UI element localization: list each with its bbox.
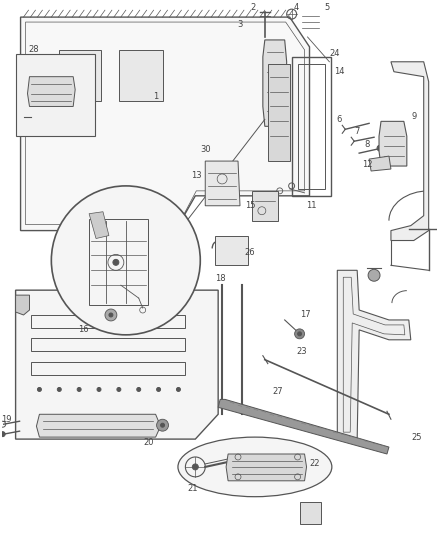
Polygon shape bbox=[28, 77, 75, 107]
Text: 6: 6 bbox=[337, 115, 342, 124]
Text: 5: 5 bbox=[325, 3, 330, 12]
Circle shape bbox=[97, 387, 101, 391]
Circle shape bbox=[297, 332, 302, 336]
Text: 19: 19 bbox=[1, 415, 12, 424]
Text: 23: 23 bbox=[296, 347, 307, 356]
Text: 1: 1 bbox=[153, 92, 158, 101]
Text: 20: 20 bbox=[143, 438, 154, 447]
Polygon shape bbox=[391, 62, 429, 240]
Polygon shape bbox=[36, 414, 161, 437]
Text: 28: 28 bbox=[28, 45, 39, 54]
Text: 2: 2 bbox=[250, 3, 255, 12]
Polygon shape bbox=[226, 454, 307, 481]
Circle shape bbox=[368, 269, 380, 281]
Polygon shape bbox=[379, 122, 407, 166]
Circle shape bbox=[157, 419, 169, 431]
Text: 25: 25 bbox=[412, 433, 422, 442]
Polygon shape bbox=[252, 191, 278, 221]
Polygon shape bbox=[369, 156, 391, 171]
Text: 17: 17 bbox=[300, 311, 311, 319]
Circle shape bbox=[113, 260, 119, 265]
Circle shape bbox=[57, 387, 61, 391]
Text: 24: 24 bbox=[329, 50, 339, 58]
Circle shape bbox=[77, 387, 81, 391]
Circle shape bbox=[157, 387, 161, 391]
Text: 26: 26 bbox=[244, 248, 255, 257]
Text: 12: 12 bbox=[362, 159, 372, 168]
Text: 18: 18 bbox=[215, 274, 226, 282]
Text: 16: 16 bbox=[78, 325, 88, 334]
Text: 11: 11 bbox=[306, 201, 317, 210]
Polygon shape bbox=[300, 502, 321, 523]
Text: 21: 21 bbox=[187, 484, 198, 493]
Polygon shape bbox=[16, 295, 29, 315]
Circle shape bbox=[54, 129, 59, 134]
Text: 9: 9 bbox=[411, 112, 417, 121]
Text: 14: 14 bbox=[334, 67, 345, 76]
Ellipse shape bbox=[178, 437, 332, 497]
Text: 15: 15 bbox=[245, 201, 255, 210]
Text: 4: 4 bbox=[294, 3, 299, 12]
Circle shape bbox=[117, 387, 121, 391]
Polygon shape bbox=[215, 236, 248, 265]
Circle shape bbox=[105, 309, 117, 321]
Circle shape bbox=[161, 423, 165, 427]
Polygon shape bbox=[205, 161, 240, 206]
Polygon shape bbox=[21, 17, 310, 231]
Circle shape bbox=[295, 329, 304, 339]
Polygon shape bbox=[218, 399, 389, 454]
Polygon shape bbox=[89, 212, 109, 239]
Polygon shape bbox=[119, 50, 162, 101]
Circle shape bbox=[137, 387, 141, 391]
Circle shape bbox=[377, 145, 383, 151]
Text: 13: 13 bbox=[191, 172, 201, 181]
Text: 27: 27 bbox=[272, 387, 283, 396]
Polygon shape bbox=[16, 54, 95, 136]
Polygon shape bbox=[263, 40, 287, 126]
Circle shape bbox=[273, 100, 277, 103]
Circle shape bbox=[0, 432, 5, 437]
Polygon shape bbox=[337, 270, 411, 439]
Text: 30: 30 bbox=[200, 144, 211, 154]
Polygon shape bbox=[268, 64, 290, 161]
Polygon shape bbox=[59, 50, 101, 101]
Circle shape bbox=[37, 387, 42, 391]
Polygon shape bbox=[32, 413, 57, 420]
Text: 22: 22 bbox=[309, 459, 320, 469]
Circle shape bbox=[177, 387, 180, 391]
Circle shape bbox=[51, 186, 200, 335]
Polygon shape bbox=[16, 290, 218, 439]
Circle shape bbox=[192, 464, 198, 470]
Text: 7: 7 bbox=[354, 127, 360, 136]
Circle shape bbox=[109, 313, 113, 317]
Text: 3: 3 bbox=[237, 20, 243, 29]
Text: 8: 8 bbox=[364, 140, 370, 149]
